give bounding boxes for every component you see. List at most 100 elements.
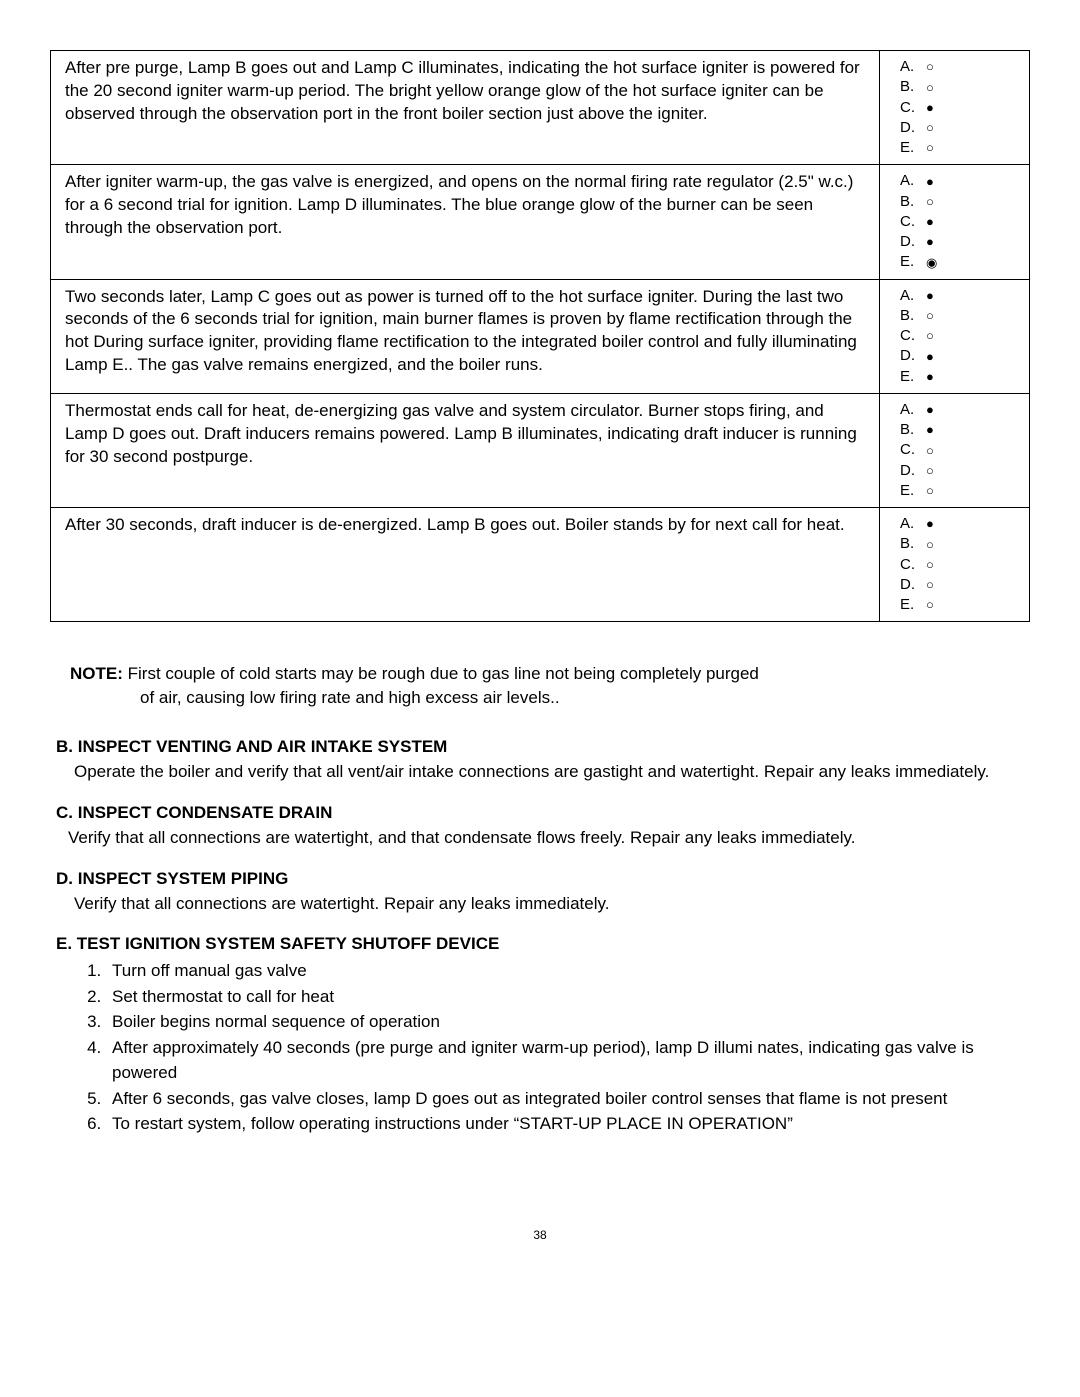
table-cell-lamps: A. ● B. ● C. ○ D. ○ E. ○ <box>880 393 1030 507</box>
lamp-symbol: ● <box>926 401 934 419</box>
section-e-heading: E. TEST IGNITION SYSTEM SAFETY SHUTOFF D… <box>50 933 1030 956</box>
lamp-label: C. <box>900 98 920 118</box>
lamp-label: E. <box>900 481 920 501</box>
list-item: After 6 seconds, gas valve closes, lamp … <box>106 1086 1030 1112</box>
table-row: Thermostat ends call for heat, de-energi… <box>51 393 1030 507</box>
section-c-body: Verify that all connections are watertig… <box>50 827 1030 850</box>
lamp-label: D. <box>900 575 920 595</box>
lamp-symbol: ● <box>926 173 934 191</box>
lamp-symbol: ○ <box>926 482 934 500</box>
lamp-symbol: ● <box>926 99 934 117</box>
lamp-row: E. ● <box>900 367 1019 387</box>
section-d-body: Verify that all connections are watertig… <box>50 893 1030 916</box>
lamp-label: D. <box>900 461 920 481</box>
section-b-body: Operate the boiler and verify that all v… <box>50 761 1030 784</box>
lamp-label: B. <box>900 192 920 212</box>
lamp-symbol: ○ <box>926 327 934 345</box>
lamp-symbol: ○ <box>926 556 934 574</box>
lamp-row: C. ○ <box>900 326 1019 346</box>
lamp-symbol: ○ <box>926 139 934 157</box>
lamp-label: D. <box>900 232 920 252</box>
lamp-label: C. <box>900 440 920 460</box>
lamp-symbol: ● <box>926 515 934 533</box>
table-cell-description: After igniter warm-up, the gas valve is … <box>51 165 880 279</box>
table-cell-lamps: A. ● B. ○ C. ● D. ● E. ◉ <box>880 165 1030 279</box>
lamp-label: A. <box>900 286 920 306</box>
lamp-row: E.○ <box>900 595 1019 615</box>
lamp-symbol: ◉ <box>926 254 937 272</box>
lamp-label: B. <box>900 306 920 326</box>
table-cell-description: After 30 seconds, draft inducer is de-en… <box>51 508 880 622</box>
list-item: Set thermostat to call for heat <box>106 984 1030 1010</box>
lamp-row: B.○ <box>900 534 1019 554</box>
lamp-row: D. ● <box>900 232 1019 252</box>
section-c: C. INSPECT CONDENSATE DRAIN Verify that … <box>50 802 1030 850</box>
lamp-symbol: ○ <box>926 193 934 211</box>
lamp-label: E. <box>900 252 920 272</box>
lamp-symbol: ● <box>926 368 934 386</box>
lamp-label: D. <box>900 118 920 138</box>
lamp-label: E. <box>900 138 920 158</box>
lamp-row: B. ○ <box>900 77 1019 97</box>
lamp-row: A. ● <box>900 286 1019 306</box>
lamp-row: C. ● <box>900 98 1019 118</box>
table-row: Two seconds later, Lamp C goes out as po… <box>51 279 1030 393</box>
lamp-row: E. ◉ <box>900 252 1019 272</box>
list-item: After approximately 40 seconds (pre purg… <box>106 1035 1030 1086</box>
lamp-symbol: ○ <box>926 79 934 97</box>
lamp-label: C. <box>900 326 920 346</box>
list-item: Turn off manual gas valve <box>106 958 1030 984</box>
lamp-label: A. <box>900 514 920 534</box>
lamp-row: D. ○ <box>900 461 1019 481</box>
lamp-row: B. ○ <box>900 192 1019 212</box>
section-e-steps: Turn off manual gas valveSet thermostat … <box>50 958 1030 1137</box>
lamp-symbol: ○ <box>926 596 934 614</box>
table-cell-lamps: A.●B.○C.○D.●E.● <box>880 279 1030 393</box>
lamp-row: B. ● <box>900 420 1019 440</box>
lamp-label: A. <box>900 171 920 191</box>
lamp-label: A. <box>900 400 920 420</box>
table-row: After pre purge, Lamp B goes out and Lam… <box>51 51 1030 165</box>
lamp-symbol: ○ <box>926 58 934 76</box>
table-row: After 30 seconds, draft inducer is de-en… <box>51 508 1030 622</box>
lamp-row: C. ○ <box>900 440 1019 460</box>
note-line1: First couple of cold starts may be rough… <box>128 664 759 683</box>
lamp-row: A. ● <box>900 514 1019 534</box>
note-block: NOTE: First couple of cold starts may be… <box>70 662 1010 710</box>
lamp-symbol: ○ <box>926 536 934 554</box>
lamp-row: C. ● <box>900 212 1019 232</box>
lamp-row: A. ● <box>900 171 1019 191</box>
lamp-symbol: ● <box>926 287 934 305</box>
lamp-label: D. <box>900 346 920 366</box>
lamp-row: E. ○ <box>900 481 1019 501</box>
sequence-table: After pre purge, Lamp B goes out and Lam… <box>50 50 1030 622</box>
lamp-symbol: ● <box>926 421 934 439</box>
list-item: Boiler begins normal sequence of operati… <box>106 1009 1030 1035</box>
section-d: D. INSPECT SYSTEM PIPING Verify that all… <box>50 868 1030 916</box>
lamp-row: A. ● <box>900 400 1019 420</box>
note-label: NOTE: <box>70 664 123 683</box>
lamp-label: B. <box>900 77 920 97</box>
lamp-symbol: ○ <box>926 442 934 460</box>
section-c-heading: C. INSPECT CONDENSATE DRAIN <box>50 802 1030 825</box>
lamp-symbol: ○ <box>926 576 934 594</box>
lamp-label: B. <box>900 420 920 440</box>
table-cell-lamps: A. ○ B. ○ C. ● D. ○ E. ○ <box>880 51 1030 165</box>
section-e: E. TEST IGNITION SYSTEM SAFETY SHUTOFF D… <box>50 933 1030 1136</box>
lamp-label: C. <box>900 212 920 232</box>
lamp-symbol: ● <box>926 213 934 231</box>
lamp-symbol: ○ <box>926 119 934 137</box>
table-cell-description: After pre purge, Lamp B goes out and Lam… <box>51 51 880 165</box>
lamp-row: D. ● <box>900 346 1019 366</box>
lamp-symbol: ● <box>926 348 934 366</box>
lamp-label: A. <box>900 57 920 77</box>
section-b-heading: B. INSPECT VENTING AND AIR INTAKE SYSTEM <box>50 736 1030 759</box>
table-cell-description: Two seconds later, Lamp C goes out as po… <box>51 279 880 393</box>
lamp-symbol: ○ <box>926 462 934 480</box>
lamp-label: E. <box>900 367 920 387</box>
lamp-symbol: ● <box>926 233 934 251</box>
page-number: 38 <box>50 1227 1030 1243</box>
table-cell-lamps: A.●B.○C.○D.○E.○ <box>880 508 1030 622</box>
note-line2: of air, causing low firing rate and high… <box>140 686 1010 710</box>
section-b: B. INSPECT VENTING AND AIR INTAKE SYSTEM… <box>50 736 1030 784</box>
